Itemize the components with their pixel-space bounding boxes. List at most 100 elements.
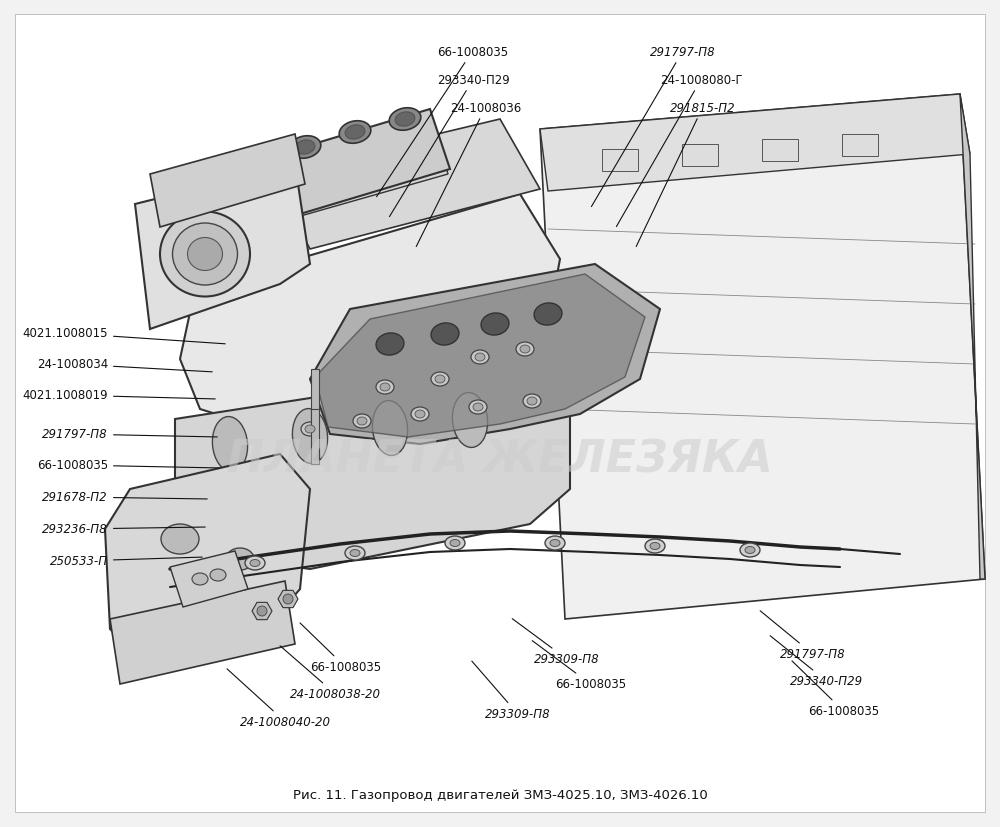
- Ellipse shape: [353, 414, 371, 428]
- Text: 291797-П8: 291797-П8: [42, 428, 217, 441]
- Text: 291678-П2: 291678-П2: [42, 491, 207, 504]
- Polygon shape: [150, 135, 305, 227]
- Ellipse shape: [210, 569, 226, 581]
- Text: 66-1008035: 66-1008035: [37, 459, 219, 472]
- Ellipse shape: [516, 342, 534, 356]
- Ellipse shape: [389, 108, 421, 131]
- Ellipse shape: [475, 354, 485, 361]
- Ellipse shape: [350, 550, 360, 557]
- Bar: [842, 135, 878, 157]
- Text: 293309-П8: 293309-П8: [472, 662, 551, 720]
- Ellipse shape: [431, 372, 449, 386]
- Ellipse shape: [745, 547, 755, 554]
- Ellipse shape: [161, 524, 199, 554]
- Ellipse shape: [550, 540, 560, 547]
- Polygon shape: [310, 265, 660, 444]
- Ellipse shape: [173, 224, 238, 285]
- Ellipse shape: [160, 213, 250, 297]
- Bar: [762, 140, 798, 162]
- Ellipse shape: [469, 400, 487, 414]
- Polygon shape: [275, 148, 448, 222]
- Polygon shape: [110, 581, 295, 684]
- Ellipse shape: [245, 557, 265, 571]
- Text: 66-1008035: 66-1008035: [792, 661, 879, 718]
- Ellipse shape: [188, 238, 222, 271]
- Ellipse shape: [395, 112, 415, 127]
- Text: 24-1008080-Г: 24-1008080-Г: [616, 74, 743, 227]
- Ellipse shape: [380, 384, 390, 391]
- Ellipse shape: [415, 410, 425, 418]
- Text: 293236-П8: 293236-П8: [42, 523, 205, 536]
- Text: 291797-П8: 291797-П8: [591, 45, 716, 208]
- Ellipse shape: [435, 375, 445, 384]
- Ellipse shape: [292, 409, 328, 464]
- Text: 24-1008040-20: 24-1008040-20: [227, 669, 331, 729]
- Ellipse shape: [473, 404, 483, 412]
- Polygon shape: [252, 603, 272, 620]
- Ellipse shape: [357, 418, 367, 425]
- Ellipse shape: [481, 313, 509, 336]
- Text: 4021.1008015: 4021.1008015: [22, 327, 225, 344]
- Text: 291797-П8: 291797-П8: [760, 611, 846, 661]
- Ellipse shape: [534, 304, 562, 326]
- Ellipse shape: [527, 398, 537, 405]
- Ellipse shape: [295, 141, 315, 155]
- Polygon shape: [315, 275, 645, 437]
- Text: 66-1008035: 66-1008035: [377, 45, 508, 198]
- Ellipse shape: [445, 537, 465, 550]
- Ellipse shape: [545, 537, 565, 550]
- Polygon shape: [540, 95, 985, 619]
- Ellipse shape: [740, 543, 760, 557]
- Ellipse shape: [301, 423, 319, 437]
- Bar: [311, 409, 319, 465]
- Polygon shape: [180, 195, 560, 434]
- Text: 66-1008035: 66-1008035: [300, 624, 381, 674]
- Circle shape: [257, 606, 267, 616]
- Text: 24-1008036: 24-1008036: [416, 102, 521, 247]
- Polygon shape: [960, 95, 985, 579]
- Text: 24-1008034: 24-1008034: [37, 358, 212, 372]
- Polygon shape: [170, 552, 248, 607]
- Bar: [682, 145, 718, 167]
- Ellipse shape: [411, 408, 429, 422]
- Bar: [311, 370, 319, 424]
- Circle shape: [283, 595, 293, 605]
- Text: 293309-П8: 293309-П8: [512, 619, 600, 666]
- Ellipse shape: [212, 417, 248, 472]
- Polygon shape: [135, 165, 310, 330]
- Polygon shape: [270, 120, 540, 250]
- Text: 66-1008035: 66-1008035: [532, 641, 626, 691]
- Text: ПЛАНЕТА ЖЕЛЕЗЯКА: ПЛАНЕТА ЖЕЛЕЗЯКА: [227, 438, 773, 481]
- Text: 4021.1008019: 4021.1008019: [22, 389, 215, 402]
- Ellipse shape: [431, 323, 459, 346]
- Polygon shape: [278, 590, 298, 608]
- Text: Рис. 11. Газопровод двигателей ЗМЗ-4025.10, ЗМЗ-4026.10: Рис. 11. Газопровод двигателей ЗМЗ-4025.…: [293, 789, 707, 801]
- Ellipse shape: [226, 548, 254, 571]
- Bar: [602, 150, 638, 172]
- Ellipse shape: [520, 346, 530, 354]
- Text: 293340-П29: 293340-П29: [770, 636, 863, 688]
- Ellipse shape: [650, 543, 660, 550]
- Ellipse shape: [339, 122, 371, 144]
- Ellipse shape: [289, 136, 321, 159]
- Text: 291815-П2: 291815-П2: [636, 102, 736, 247]
- Polygon shape: [280, 110, 450, 215]
- Ellipse shape: [523, 394, 541, 409]
- Polygon shape: [540, 95, 970, 192]
- Ellipse shape: [645, 539, 665, 553]
- Ellipse shape: [345, 547, 365, 561]
- Ellipse shape: [376, 333, 404, 356]
- Ellipse shape: [471, 351, 489, 365]
- Ellipse shape: [192, 573, 208, 586]
- Ellipse shape: [376, 380, 394, 394]
- Text: 24-1008038-20: 24-1008038-20: [280, 646, 381, 700]
- Ellipse shape: [250, 560, 260, 566]
- Text: 250533-П: 250533-П: [50, 555, 202, 568]
- Text: 293340-П29: 293340-П29: [389, 74, 510, 218]
- Ellipse shape: [305, 425, 315, 433]
- Ellipse shape: [452, 393, 488, 448]
- Polygon shape: [105, 455, 310, 659]
- Polygon shape: [175, 367, 570, 569]
- Ellipse shape: [345, 126, 365, 140]
- Ellipse shape: [372, 401, 408, 456]
